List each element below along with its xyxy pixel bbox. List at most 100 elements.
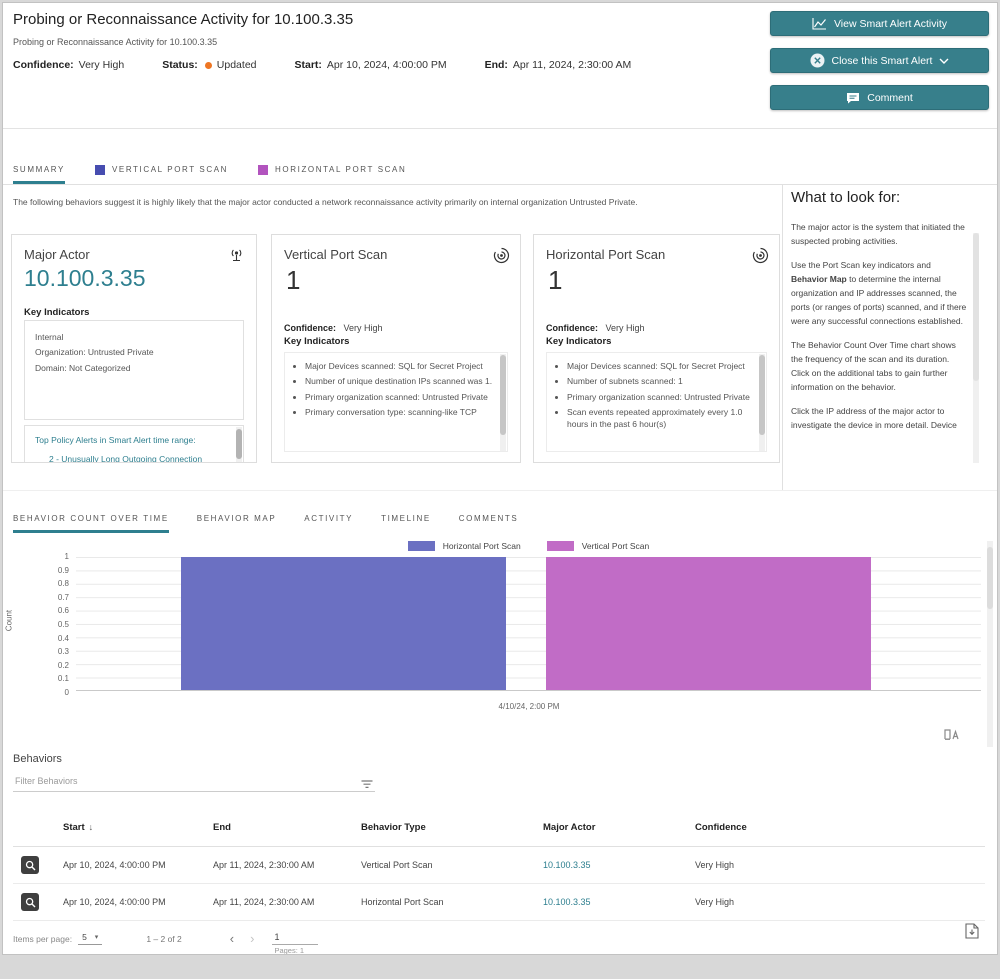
chart-y-axis-ticks: 1 0.9 0.8 0.7 0.6 0.5 0.4 0.3 0.2 0.1 0 bbox=[31, 552, 69, 697]
detail-tab-bar: BEHAVIOR COUNT OVER TIME BEHAVIOR MAP AC… bbox=[13, 504, 518, 533]
sort-descending-icon: ↓ bbox=[88, 822, 94, 832]
vertical-series-swatch bbox=[546, 541, 574, 551]
horizontal-key-indicators-list: Major Devices scanned: SQL for Secret Pr… bbox=[546, 352, 767, 452]
wtlf-paragraph: The Behavior Count Over Time chart shows… bbox=[791, 340, 956, 393]
column-header-start[interactable]: Start ↓ bbox=[63, 822, 94, 833]
confidence-label: Confidence: bbox=[13, 59, 74, 71]
horizontal-port-scan-bar[interactable] bbox=[181, 557, 506, 690]
y-tick: 0 bbox=[64, 687, 69, 697]
scrollbar-thumb[interactable] bbox=[987, 547, 993, 609]
horizontal-card-title: Horizontal Port Scan bbox=[546, 247, 666, 262]
y-tick: 0.7 bbox=[57, 592, 69, 602]
list-scrollbar[interactable] bbox=[759, 354, 765, 451]
page-number-input[interactable] bbox=[272, 932, 319, 945]
tab-label: TIMELINE bbox=[381, 514, 431, 523]
confidence-value: Very High bbox=[78, 59, 125, 71]
what-to-look-for-body: The major actor is the system that initi… bbox=[791, 220, 967, 476]
start-meta: Start: Apr 10, 2024, 4:00:00 PM bbox=[295, 59, 447, 71]
tab-activity[interactable]: ACTIVITY bbox=[304, 504, 353, 533]
list-scrollbar[interactable] bbox=[500, 354, 506, 451]
major-actor-details: Internal Organization: Untrusted Private… bbox=[24, 320, 244, 420]
inspect-record-button[interactable] bbox=[21, 893, 39, 911]
key-indicator-item: Major Devices scanned: SQL for Secret Pr… bbox=[305, 361, 493, 372]
summary-tab-bar: SUMMARY VERTICAL PORT SCAN HORIZONTAL PO… bbox=[13, 155, 406, 184]
key-indicator-item: Number of subnets scanned: 1 bbox=[567, 376, 752, 387]
key-indicator-item: Primary organization scanned: Untrusted … bbox=[305, 392, 493, 403]
tab-summary[interactable]: SUMMARY bbox=[13, 155, 65, 184]
next-page-button[interactable]: › bbox=[250, 931, 255, 946]
end-label: End: bbox=[484, 59, 508, 71]
top-policy-alerts-link[interactable]: Top Policy Alerts in Smart Alert time ra… bbox=[35, 435, 196, 445]
filter-behaviors-input[interactable] bbox=[13, 772, 375, 792]
tab-timeline[interactable]: TIMELINE bbox=[381, 504, 431, 533]
y-tick: 0.2 bbox=[57, 660, 69, 670]
key-indicators-label: Key Indicators bbox=[284, 336, 350, 347]
detail-line: Internal bbox=[35, 332, 64, 342]
cell-confidence: Very High bbox=[695, 860, 735, 870]
items-per-page-select[interactable]: 5 ▾ bbox=[78, 932, 103, 945]
column-header-major-actor[interactable]: Major Actor bbox=[543, 822, 596, 833]
comment-button[interactable]: Comment bbox=[770, 85, 989, 110]
behaviors-title: Behaviors bbox=[13, 753, 62, 765]
confidence-label: Confidence: bbox=[546, 323, 599, 333]
key-indicator-item: Primary conversation type: scanning-like… bbox=[305, 407, 493, 418]
tab-behavior-count-over-time[interactable]: BEHAVIOR COUNT OVER TIME bbox=[13, 504, 169, 533]
status-label: Status: bbox=[162, 59, 198, 71]
cell-confidence: Very High bbox=[695, 897, 735, 907]
y-tick: 0.9 bbox=[57, 565, 69, 575]
major-actor-ip-link[interactable]: 10.100.3.35 bbox=[543, 897, 591, 907]
panel-scrollbar[interactable] bbox=[973, 233, 979, 463]
close-smart-alert-button[interactable]: Close this Smart Alert bbox=[770, 48, 989, 73]
major-actor-title: Major Actor bbox=[24, 247, 90, 262]
confidence-meta: Confidence: Very High bbox=[13, 59, 124, 71]
port-scan-icon bbox=[752, 247, 769, 264]
major-actor-ip-link[interactable]: 10.100.3.35 bbox=[543, 860, 591, 870]
inspect-record-button[interactable] bbox=[21, 856, 39, 874]
cell-end: Apr 11, 2024, 2:30:00 AM bbox=[213, 860, 315, 870]
wtlf-paragraph: Click the IP address of the major actor … bbox=[791, 406, 957, 431]
policy-alert-item-link[interactable]: 2 - Unusually Long Outgoing Connection bbox=[49, 454, 203, 463]
chevron-down-icon bbox=[939, 58, 949, 64]
vertical-port-scan-bar[interactable] bbox=[546, 557, 871, 690]
vertical-scan-count: 1 bbox=[286, 265, 301, 295]
caret-down-icon: ▾ bbox=[94, 934, 99, 941]
column-header-behavior-type[interactable]: Behavior Type bbox=[361, 822, 426, 833]
column-header-end[interactable]: End bbox=[213, 822, 231, 833]
comment-label: Comment bbox=[867, 91, 913, 104]
pages-count-label: Pages: 1 bbox=[274, 946, 305, 955]
close-circle-icon bbox=[810, 53, 825, 68]
tab-vertical-port-scan[interactable]: VERTICAL PORT SCAN bbox=[94, 155, 228, 184]
scrollbar-thumb[interactable] bbox=[236, 429, 242, 459]
wtlf-paragraph: The major actor is the system that initi… bbox=[791, 222, 965, 247]
close-alert-label: Close this Smart Alert bbox=[831, 54, 933, 67]
view-smart-alert-activity-button[interactable]: View Smart Alert Activity bbox=[770, 11, 989, 36]
major-actor-ip-link[interactable]: 10.100.3.35 bbox=[24, 265, 146, 291]
pane-scrollbar[interactable] bbox=[987, 541, 993, 747]
status-meta: Status: Updated bbox=[162, 59, 256, 71]
tab-behavior-map[interactable]: BEHAVIOR MAP bbox=[197, 504, 277, 533]
alert-header: Probing or Reconnaissance Activity for 1… bbox=[3, 3, 997, 129]
confidence-value: Very High bbox=[605, 323, 645, 333]
filter-icon[interactable] bbox=[361, 776, 373, 794]
tab-horizontal-port-scan[interactable]: HORIZONTAL PORT SCAN bbox=[258, 155, 406, 184]
wtlf-text: Use the Port Scan key indicators and bbox=[791, 260, 931, 271]
horizontal-series-swatch bbox=[407, 541, 435, 551]
tab-label: COMMENTS bbox=[458, 514, 519, 523]
what-to-look-for-title: What to look for: bbox=[791, 189, 901, 206]
chart-options-icon[interactable] bbox=[944, 727, 959, 746]
status-value: Updated bbox=[216, 59, 257, 71]
policy-box-scrollbar[interactable] bbox=[236, 427, 242, 462]
previous-page-button[interactable]: ‹ bbox=[229, 931, 235, 946]
y-tick: 1 bbox=[64, 552, 69, 561]
start-label: Start: bbox=[294, 59, 322, 71]
export-table-icon[interactable] bbox=[965, 923, 979, 941]
page-title: Probing or Reconnaissance Activity for 1… bbox=[13, 11, 354, 28]
scrollbar-thumb[interactable] bbox=[500, 355, 506, 435]
confidence-value: Very High bbox=[343, 323, 383, 333]
tab-comments[interactable]: COMMENTS bbox=[459, 504, 518, 533]
view-activity-label: View Smart Alert Activity bbox=[833, 17, 947, 30]
scrollbar-thumb[interactable] bbox=[759, 355, 765, 435]
legend-label: Vertical Port Scan bbox=[581, 541, 650, 551]
column-header-confidence[interactable]: Confidence bbox=[695, 822, 747, 833]
scrollbar-thumb[interactable] bbox=[973, 233, 979, 381]
